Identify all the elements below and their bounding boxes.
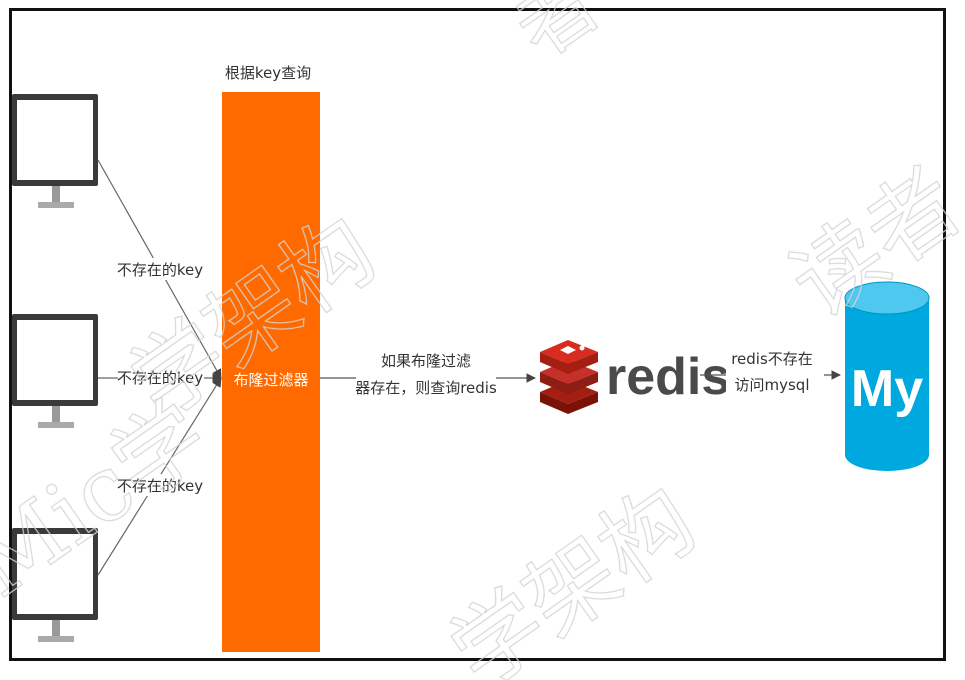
redis-logo: redis [540, 340, 730, 414]
monitor-icon [12, 314, 98, 428]
edge-label-client2: 不存在的key [117, 369, 203, 387]
edge-redis-mysql-line2: 访问mysql [735, 376, 810, 394]
edge-filter-redis-line2: 器存在，则查询redis [355, 379, 497, 397]
edge-label-client3: 不存在的key [117, 477, 203, 495]
edge-filter-redis-line1: 如果布隆过滤 [381, 352, 471, 370]
client-monitor-3 [12, 528, 98, 642]
database-cylinder-icon [844, 281, 930, 471]
client-monitor-1 [12, 94, 98, 208]
bloom-filter-label: 布隆过滤器 [233, 371, 308, 389]
redis-stack-icon [540, 340, 598, 414]
monitor-icon [12, 94, 98, 208]
client-monitor-2 [12, 314, 98, 428]
mysql-logo-text: My [851, 360, 923, 418]
edge-label-client1: 不存在的key [117, 261, 203, 279]
watermark-fragment-4: 学架构 [432, 467, 713, 680]
filter-caption: 根据key查询 [225, 64, 311, 82]
diagram-frame [9, 8, 946, 661]
watermark-fragment-5: 读者 [772, 149, 965, 338]
bloom-filter-box [222, 92, 320, 652]
edge-redis-mysql-line1: redis不存在 [731, 350, 813, 368]
monitor-icon [12, 528, 98, 642]
watermark-fragment-1: 者 [498, 0, 617, 76]
redis-logo-text: redis [606, 348, 730, 406]
mysql-database: My [844, 281, 930, 471]
